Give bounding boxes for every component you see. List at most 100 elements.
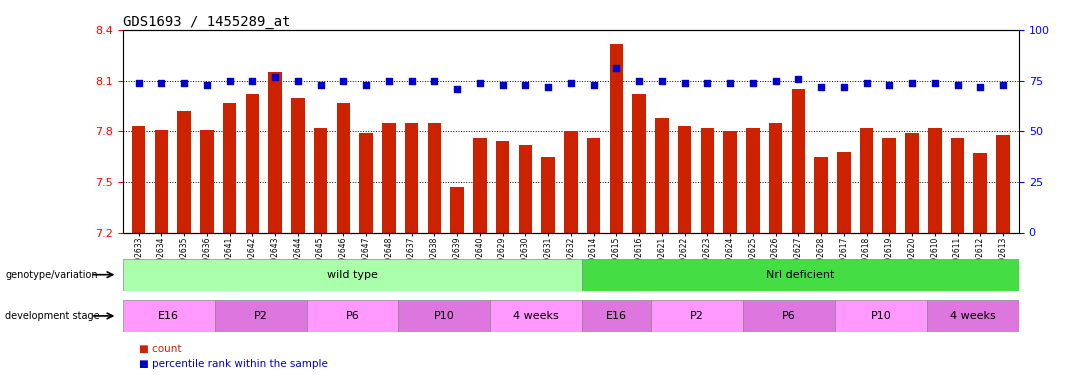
Point <box>745 80 762 86</box>
Bar <box>306 300 398 332</box>
Point <box>448 86 465 92</box>
Point <box>312 82 329 88</box>
Bar <box>655 118 669 232</box>
Point <box>608 66 625 72</box>
Bar <box>404 123 418 232</box>
Bar <box>835 300 927 332</box>
Bar <box>428 123 441 232</box>
Point <box>130 80 147 86</box>
Point <box>562 80 579 86</box>
Point <box>380 78 397 84</box>
Point <box>813 84 830 90</box>
Bar <box>200 130 213 232</box>
Point <box>835 84 853 90</box>
Point <box>699 80 716 86</box>
Bar <box>746 128 760 232</box>
Point <box>540 84 557 90</box>
Bar <box>496 141 509 232</box>
Point <box>949 82 966 88</box>
Text: P2: P2 <box>254 311 268 321</box>
Point <box>221 78 238 84</box>
Bar <box>214 300 306 332</box>
Bar <box>123 300 214 332</box>
Point <box>585 82 602 88</box>
Text: genotype/variation: genotype/variation <box>5 270 98 280</box>
Bar <box>155 130 169 232</box>
Point <box>516 82 534 88</box>
Bar <box>723 131 737 232</box>
Bar <box>633 94 646 232</box>
Bar <box>701 128 714 232</box>
Text: ■ count: ■ count <box>139 344 181 354</box>
Bar <box>519 145 532 232</box>
Bar <box>336 103 350 232</box>
Point <box>198 82 216 88</box>
Point <box>176 80 193 86</box>
Bar <box>973 153 987 232</box>
Bar <box>491 300 583 332</box>
Point <box>403 78 420 84</box>
Text: P2: P2 <box>690 311 704 321</box>
Bar <box>997 135 1009 232</box>
Bar <box>882 138 896 232</box>
Text: P6: P6 <box>346 311 360 321</box>
Text: E16: E16 <box>158 311 179 321</box>
Point <box>994 82 1012 88</box>
Bar <box>583 259 1019 291</box>
Bar <box>123 259 583 291</box>
Bar <box>450 187 464 232</box>
Point <box>357 82 375 88</box>
Text: P10: P10 <box>871 311 891 321</box>
Text: 4 weeks: 4 weeks <box>950 311 996 321</box>
Bar <box>792 89 806 232</box>
Bar <box>583 300 651 332</box>
Bar <box>223 103 237 232</box>
Bar <box>132 126 145 232</box>
Text: development stage: development stage <box>5 311 100 321</box>
Point <box>790 76 807 82</box>
Point <box>631 78 648 84</box>
Point <box>676 80 694 86</box>
Bar <box>268 72 282 232</box>
Bar <box>587 138 601 232</box>
Point <box>926 80 943 86</box>
Point <box>153 80 170 86</box>
Bar <box>291 98 305 232</box>
Text: P6: P6 <box>782 311 796 321</box>
Bar <box>928 128 942 232</box>
Point <box>267 74 284 80</box>
Bar <box>314 128 328 232</box>
Point <box>858 80 875 86</box>
Bar <box>837 152 850 232</box>
Text: P10: P10 <box>434 311 455 321</box>
Point <box>472 80 489 86</box>
Point <box>653 78 670 84</box>
Bar <box>564 131 577 232</box>
Text: wild type: wild type <box>328 270 378 280</box>
Point <box>494 82 511 88</box>
Bar <box>927 300 1019 332</box>
Point <box>244 78 261 84</box>
Point <box>289 78 306 84</box>
Bar <box>814 157 828 232</box>
Text: GDS1693 / 1455289_at: GDS1693 / 1455289_at <box>123 15 290 29</box>
Bar <box>609 44 623 232</box>
Point <box>335 78 352 84</box>
Bar <box>768 123 782 232</box>
Text: E16: E16 <box>606 311 627 321</box>
Point <box>904 80 921 86</box>
Bar <box>245 94 259 232</box>
Point <box>880 82 897 88</box>
Bar <box>398 300 491 332</box>
Bar <box>651 300 744 332</box>
Text: ■ percentile rank within the sample: ■ percentile rank within the sample <box>139 359 328 369</box>
Bar <box>860 128 874 232</box>
Bar <box>473 138 487 232</box>
Point <box>767 78 784 84</box>
Bar <box>360 133 373 232</box>
Bar <box>382 123 396 232</box>
Bar <box>744 300 835 332</box>
Text: 4 weeks: 4 weeks <box>513 311 559 321</box>
Point <box>426 78 443 84</box>
Text: Nrl deficient: Nrl deficient <box>766 270 834 280</box>
